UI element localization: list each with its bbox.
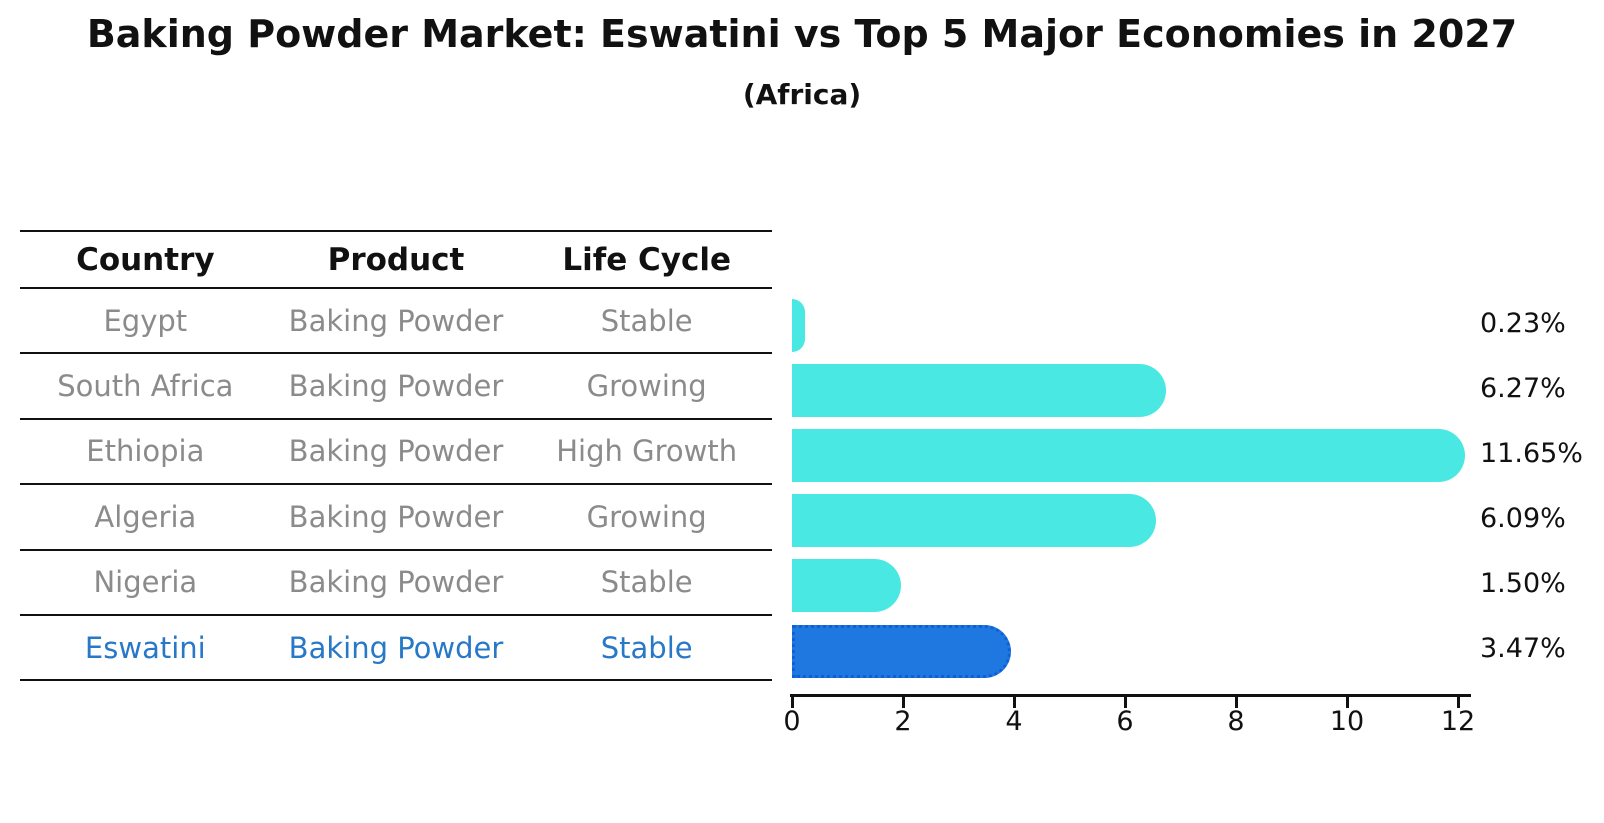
cell-country: South Africa xyxy=(57,369,234,404)
x-axis-tick xyxy=(1234,697,1238,708)
bar-nigeria xyxy=(792,559,902,613)
table-row-egypt: Egypt Baking Powder Stable xyxy=(20,289,772,355)
bar-value-label: 1.50% xyxy=(1480,567,1566,599)
bar-value-label: 11.65% xyxy=(1480,437,1583,469)
chart-title: Baking Powder Market: Eswatini vs Top 5 … xyxy=(86,12,1518,56)
cell-country: Nigeria xyxy=(93,565,198,600)
bar-value-label: 6.27% xyxy=(1480,372,1566,404)
country-table: Country Product Life Cycle Egypt Baking … xyxy=(20,230,772,682)
cell-life-cycle: Growing xyxy=(586,369,707,404)
column-header-life-cycle: Life Cycle xyxy=(562,241,731,278)
table-row-south-africa: South Africa Baking Powder Growing xyxy=(20,354,772,420)
cell-life-cycle: High Growth xyxy=(556,434,738,469)
x-axis-tick-label: 8 xyxy=(1227,706,1245,737)
cell-product: Baking Powder xyxy=(288,434,504,469)
bar-value-label: 0.23% xyxy=(1480,307,1566,339)
x-axis-tick-label: 4 xyxy=(1005,706,1023,737)
table-header-row: Country Product Life Cycle xyxy=(20,230,772,289)
bar-algeria xyxy=(792,494,1156,548)
cell-product: Baking Powder xyxy=(288,369,504,404)
cell-country: Ethiopia xyxy=(86,434,205,469)
bar-value-label: 6.09% xyxy=(1480,502,1566,534)
column-header-country: Country xyxy=(76,241,215,278)
cell-country: Egypt xyxy=(103,303,188,338)
x-axis-line xyxy=(790,694,1471,697)
bar-value-label: 3.47% xyxy=(1480,633,1566,665)
x-axis-tick-label: 0 xyxy=(783,706,801,737)
table-row-eswatini-highlighted: Eswatini Baking Powder Stable xyxy=(20,616,772,682)
x-axis-tick xyxy=(1012,697,1016,708)
cell-product: Baking Powder xyxy=(288,499,504,534)
x-axis-tick-label: 6 xyxy=(1116,706,1134,737)
x-axis-tick-label: 12 xyxy=(1440,706,1476,737)
bar-ethiopia xyxy=(792,429,1465,483)
cell-product: Baking Powder xyxy=(288,565,504,600)
x-axis-tick xyxy=(1123,697,1127,708)
table-row-ethiopia: Ethiopia Baking Powder High Growth xyxy=(20,420,772,486)
bar-eswatini-highlighted xyxy=(792,624,1011,678)
column-header-product: Product xyxy=(327,241,465,278)
chart-subtitle: (Africa) xyxy=(742,78,862,111)
bar-egypt xyxy=(792,299,805,352)
cell-country: Algeria xyxy=(94,499,197,534)
x-axis-tick-label: 10 xyxy=(1329,706,1365,737)
cell-country: Eswatini xyxy=(84,630,206,665)
x-axis-tick xyxy=(901,697,905,708)
x-axis-tick xyxy=(790,697,794,708)
x-axis-tick-label: 2 xyxy=(894,706,912,737)
cell-product: Baking Powder xyxy=(288,303,504,338)
x-axis-tick xyxy=(1345,697,1349,708)
cell-product: Baking Powder xyxy=(288,630,504,665)
x-axis-tick xyxy=(1456,697,1460,708)
cell-life-cycle: Stable xyxy=(600,303,693,338)
bar-south-africa xyxy=(792,364,1166,418)
cell-life-cycle: Growing xyxy=(586,499,707,534)
table-row-algeria: Algeria Baking Powder Growing xyxy=(20,485,772,551)
cell-life-cycle: Stable xyxy=(600,630,693,665)
cell-life-cycle: Stable xyxy=(600,565,693,600)
table-row-nigeria: Nigeria Baking Powder Stable xyxy=(20,551,772,616)
